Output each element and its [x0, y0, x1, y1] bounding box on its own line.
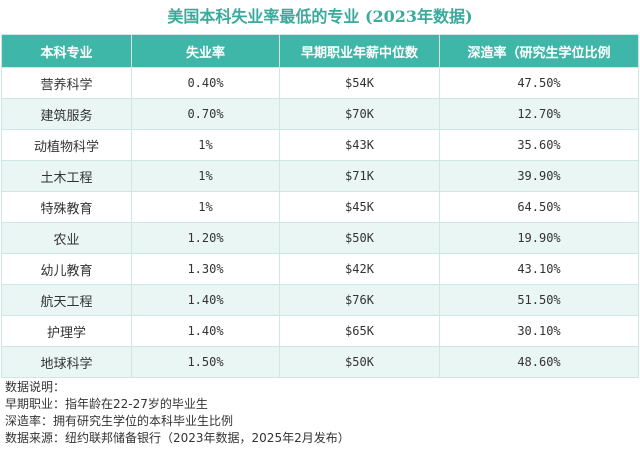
unemployment-rate-cell: 1.40% — [131, 284, 280, 316]
salary-cell: $76K — [279, 284, 440, 316]
major-cell: 特殊教育 — [1, 191, 132, 223]
salary-cell: $70K — [279, 98, 440, 130]
page-title: 美国本科失业率最低的专业 (2023年数据) — [167, 7, 473, 26]
table-row: 动植物科学 1% $43K 35.60% — [1, 129, 639, 161]
major-cell: 航天工程 — [1, 284, 132, 316]
column-header-early-career-salary: 早期职业年薪中位数 — [279, 34, 440, 68]
table-row: 土木工程 1% $71K 39.90% — [1, 160, 639, 192]
graduate-rate-cell: 35.60% — [439, 129, 639, 161]
unemployment-rate-cell: 1% — [131, 191, 280, 223]
column-header-graduate-degree-rate: 深造率（研究生学位比例 — [439, 34, 639, 68]
column-header-major: 本科专业 — [1, 34, 132, 68]
unemployment-rate-cell: 0.70% — [131, 98, 280, 130]
salary-cell: $71K — [279, 160, 440, 192]
salary-cell: $50K — [279, 222, 440, 254]
unemployment-rate-cell: 1% — [131, 160, 280, 192]
graduate-rate-cell: 47.50% — [439, 67, 639, 99]
major-cell: 农业 — [1, 222, 132, 254]
unemployment-rate-cell: 1.50% — [131, 346, 280, 378]
salary-cell: $43K — [279, 129, 440, 161]
salary-cell: $50K — [279, 346, 440, 378]
table-row: 特殊教育 1% $45K 64.50% — [1, 191, 639, 223]
table-row: 幼儿教育 1.30% $42K 43.10% — [1, 253, 639, 285]
notes-heading: 数据说明： — [5, 380, 66, 394]
major-cell: 地球科学 — [1, 346, 132, 378]
unemployment-rate-cell: 1.40% — [131, 315, 280, 347]
table-row: 地球科学 1.50% $50K 48.60% — [1, 346, 639, 378]
data-notes: 数据说明： 早期职业：指年龄在22-27岁的毕业生 深造率：拥有研究生学位的本科… — [5, 379, 350, 447]
table-header-row: 本科专业 失业率 早期职业年薪中位数 深造率（研究生学位比例 — [1, 34, 639, 68]
graduate-rate-cell: 19.90% — [439, 222, 639, 254]
major-cell: 营养科学 — [1, 67, 132, 99]
graduate-rate-cell: 43.10% — [439, 253, 639, 285]
table-row: 护理学 1.40% $65K 30.10% — [1, 315, 639, 347]
major-cell: 护理学 — [1, 315, 132, 347]
graduate-rate-cell: 64.50% — [439, 191, 639, 223]
table-row: 农业 1.20% $50K 19.90% — [1, 222, 639, 254]
unemployment-rate-cell: 0.40% — [131, 67, 280, 99]
major-cell: 动植物科学 — [1, 129, 132, 161]
graduate-rate-cell: 39.90% — [439, 160, 639, 192]
unemployment-rate-cell: 1% — [131, 129, 280, 161]
salary-cell: $54K — [279, 67, 440, 99]
major-cell: 建筑服务 — [1, 98, 132, 130]
majors-table: 本科专业 失业率 早期职业年薪中位数 深造率（研究生学位比例 营养科学 0.40… — [1, 34, 639, 378]
graduate-rate-cell: 30.10% — [439, 315, 639, 347]
column-header-unemployment-rate: 失业率 — [131, 34, 280, 68]
graduate-rate-cell: 12.70% — [439, 98, 639, 130]
note-data-source: 数据来源：纽约联邦储备银行（2023年数据，2025年2月发布） — [5, 431, 350, 445]
graduate-rate-cell: 48.60% — [439, 346, 639, 378]
note-graduate-rate: 深造率：拥有研究生学位的本科毕业生比例 — [5, 414, 234, 428]
salary-cell: $42K — [279, 253, 440, 285]
unemployment-rate-cell: 1.30% — [131, 253, 280, 285]
table-row: 建筑服务 0.70% $70K 12.70% — [1, 98, 639, 130]
major-cell: 土木工程 — [1, 160, 132, 192]
table-row: 营养科学 0.40% $54K 47.50% — [1, 67, 639, 99]
table-row: 航天工程 1.40% $76K 51.50% — [1, 284, 639, 316]
graduate-rate-cell: 51.50% — [439, 284, 639, 316]
note-early-career: 早期职业：指年龄在22-27岁的毕业生 — [5, 397, 208, 411]
salary-cell: $65K — [279, 315, 440, 347]
salary-cell: $45K — [279, 191, 440, 223]
unemployment-rate-cell: 1.20% — [131, 222, 280, 254]
major-cell: 幼儿教育 — [1, 253, 132, 285]
